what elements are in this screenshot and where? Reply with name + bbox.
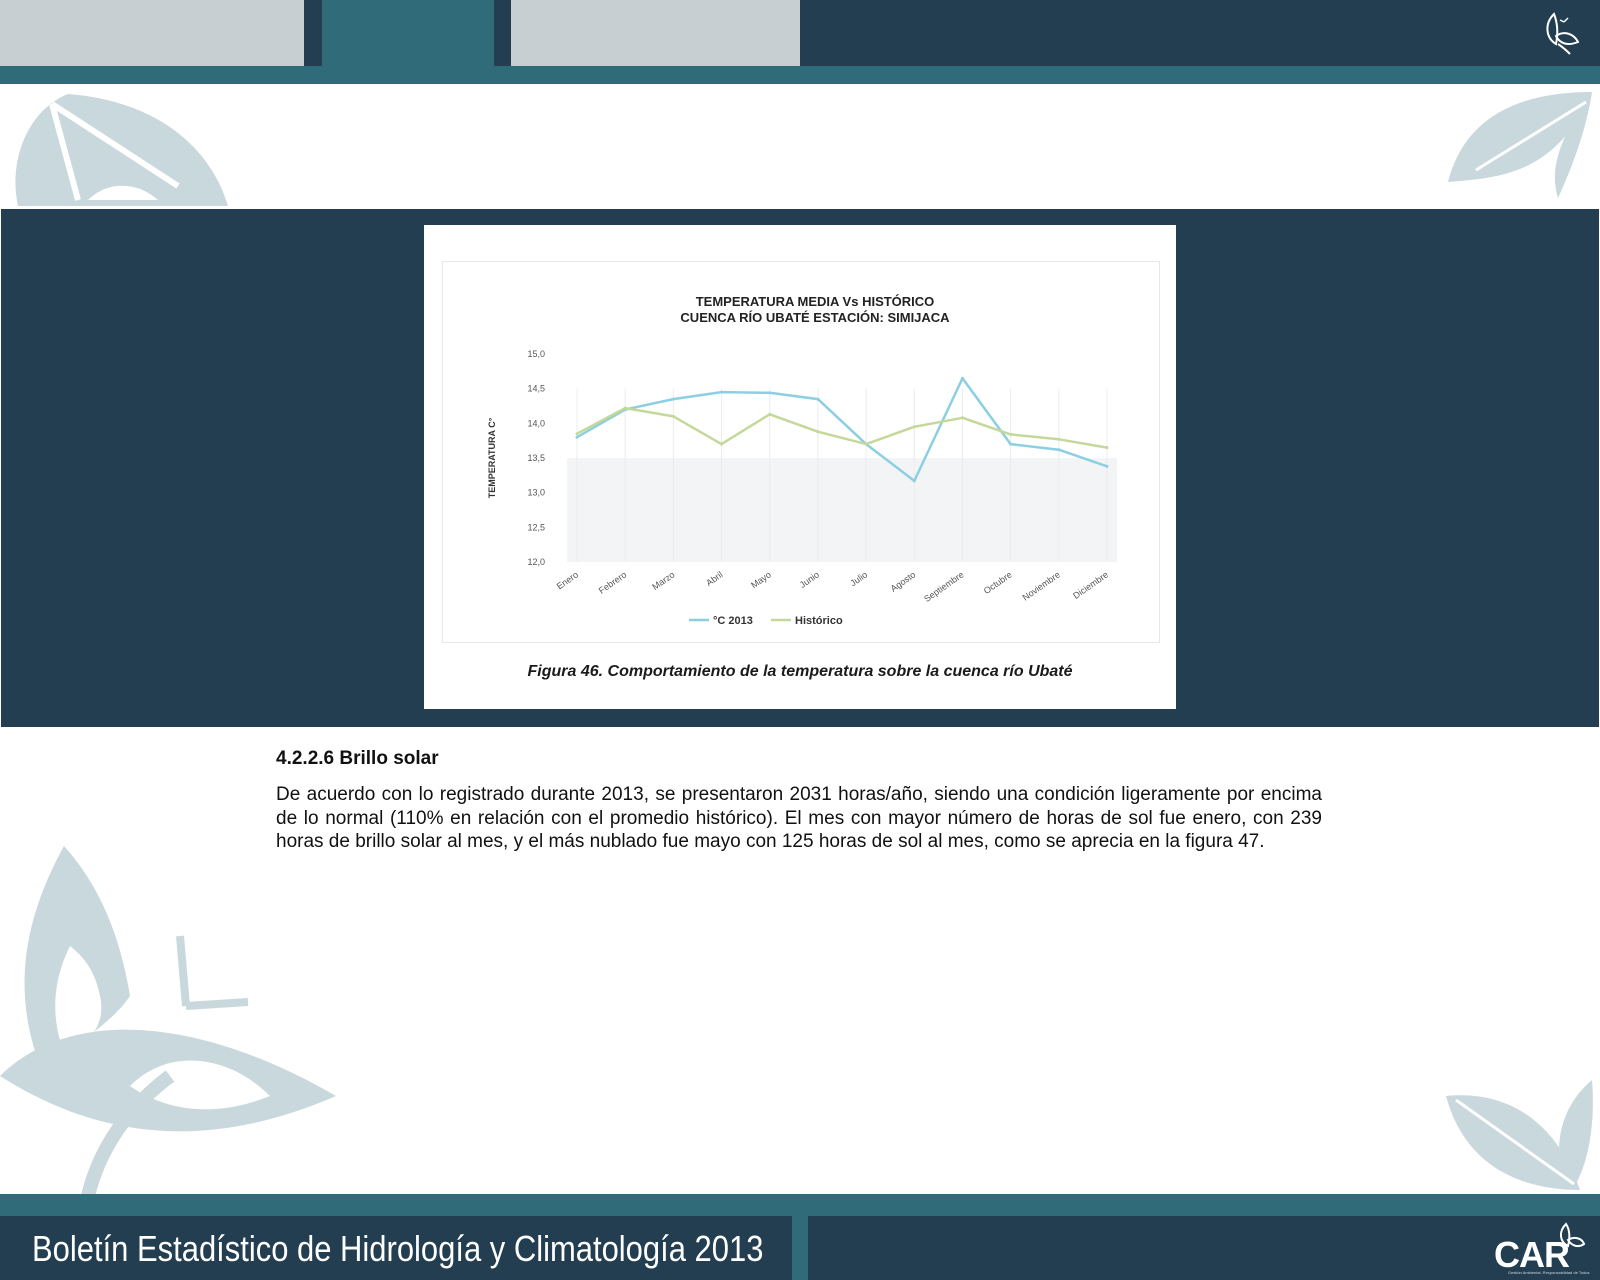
data-point — [575, 435, 579, 439]
x-tick-label: Diciembre — [1071, 569, 1110, 600]
leaf-decoration-icon — [1448, 92, 1592, 198]
y-axis-label: TEMPERATURA C° — [487, 417, 497, 498]
x-tick-label: Marzo — [650, 569, 676, 592]
y-tick-label: 12,5 — [527, 522, 545, 532]
data-point — [912, 479, 916, 483]
footer-title: Boletín Estadístico de Hidrología y Clim… — [32, 1228, 764, 1269]
figure-caption: Figura 46. Comportamiento de la temperat… — [527, 663, 1073, 680]
figure-card: TEMPERATURA MEDIA Vs HISTÓRICO CUENCA RÍO… — [424, 225, 1176, 709]
data-point — [768, 412, 772, 416]
series-line-1 — [576, 377, 1108, 483]
data-point — [720, 390, 724, 394]
data-point — [1105, 446, 1109, 450]
data-point — [575, 432, 579, 436]
data-point — [816, 397, 820, 401]
y-tick-label: 13,0 — [527, 488, 545, 498]
y-tick-label: 15,0 — [527, 349, 545, 359]
section-paragraph: De acuerdo con lo registrado durante 201… — [276, 784, 1322, 852]
data-point — [1057, 448, 1061, 452]
car-logo-subtext: Gestión Ambiental, Responsabilidad de To… — [1508, 1270, 1590, 1275]
plot-shading — [567, 458, 1117, 562]
car-logo-text: CAR — [1494, 1234, 1570, 1275]
top-bar — [0, 0, 1600, 66]
chart-subtitle: CUENCA RÍO UBATÉ ESTACIÓN: SIMIJACA — [680, 310, 950, 325]
data-point — [912, 425, 916, 429]
car-logo: CAR Gestión Ambiental, Responsabilidad d… — [1494, 1222, 1590, 1278]
data-point — [816, 430, 820, 434]
data-point — [623, 406, 627, 410]
butterfly-decoration-icon — [0, 846, 336, 1196]
y-tick-label: 14,0 — [527, 418, 545, 428]
chart-title: TEMPERATURA MEDIA Vs HISTÓRICO — [696, 294, 935, 309]
x-tick-label: Enero — [555, 569, 580, 591]
data-point — [720, 442, 724, 446]
x-tick-label: Noviembre — [1021, 569, 1062, 602]
footer-separator — [792, 1216, 808, 1280]
data-point — [960, 416, 964, 420]
legend-label: Histórico — [795, 615, 843, 627]
header-tab-3 — [511, 0, 800, 66]
x-tick-label: Junio — [798, 569, 821, 590]
y-tick-label: 13,5 — [527, 453, 545, 463]
chart-frame: TEMPERATURA MEDIA Vs HISTÓRICO CUENCA RÍO… — [442, 261, 1160, 643]
leaf-decoration-icon — [1446, 1080, 1593, 1190]
header-tab-1 — [0, 0, 304, 66]
data-point — [864, 442, 868, 446]
data-point — [1009, 442, 1013, 446]
data-point — [671, 414, 675, 418]
x-tick-label: Octubre — [982, 569, 1014, 596]
header-tab-2 — [322, 0, 494, 66]
data-point — [960, 376, 964, 380]
data-point — [768, 391, 772, 395]
y-tick-label: 12,0 — [527, 557, 545, 567]
data-point — [1105, 464, 1109, 468]
leaf-decoration-icon — [15, 94, 228, 206]
data-point — [671, 397, 675, 401]
data-point — [1057, 437, 1061, 441]
butterfly-logo-icon — [1560, 1222, 1586, 1248]
x-tick-label: Mayo — [749, 569, 773, 590]
data-point — [1009, 432, 1013, 436]
section-heading: 4.2.2.6 Brillo solar — [276, 748, 439, 769]
legend-label: °C 2013 — [713, 615, 753, 627]
x-tick-label: Septiembre — [922, 569, 965, 604]
x-tick-label: Abril — [704, 569, 724, 588]
x-tick-label: Julio — [848, 569, 869, 588]
top-accent-strip — [0, 66, 1600, 84]
x-tick-label: Febrero — [597, 569, 629, 595]
butterfly-leaf-logo-icon — [1546, 12, 1580, 55]
x-tick-label: Agosto — [889, 569, 918, 593]
y-tick-label: 14,5 — [527, 384, 545, 394]
series-line-2 — [576, 406, 1108, 449]
footer-accent-strip — [0, 1194, 1600, 1216]
